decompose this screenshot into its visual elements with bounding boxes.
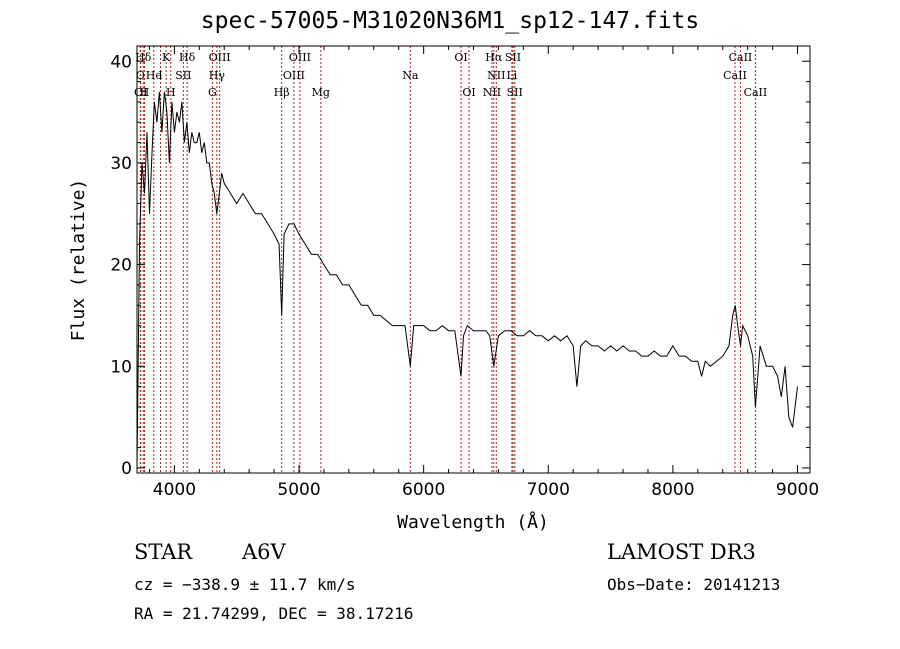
line-label-6: Hα: [485, 51, 503, 64]
x-tick-label-5: 9000: [776, 480, 819, 500]
line-label-3: OIII: [209, 51, 231, 64]
redshift-velocity: cz = −338.9 ± 11.7 km/s: [134, 575, 356, 594]
line-label-22: G: [208, 86, 217, 99]
line-label-5: OI: [454, 51, 467, 64]
survey-name: LAMOST DR3: [607, 540, 756, 564]
x-axis: 4000 5000 6000 7000 8000 9000: [148, 46, 819, 500]
x-axis-label: Wavelength (Å): [397, 511, 549, 533]
y-tick-label-1: 10: [110, 357, 132, 377]
line-label-27: SII: [507, 86, 523, 99]
y-axis-label: Flux (relative): [68, 179, 89, 342]
line-label-11: I: [158, 69, 162, 82]
line-label-2: Hδ: [179, 51, 196, 64]
emission-line-markers: [139, 46, 756, 473]
line-label-13: Hγ: [209, 69, 226, 82]
plot-frame: [136, 45, 811, 474]
y-tick-label-3: 30: [110, 154, 132, 174]
line-label-14: OIII: [283, 69, 305, 82]
y-axis: 0 10 20 30 40: [110, 52, 810, 479]
x-tick-label-1: 5000: [277, 480, 320, 500]
x-tick-label-2: 6000: [402, 480, 445, 500]
y-tick-label-0: 0: [121, 459, 132, 479]
x-tick-label-0: 4000: [153, 480, 196, 500]
y-tick-label-4: 40: [110, 52, 132, 72]
coordinates: RA = 21.74299, DEC = 38.17216: [134, 604, 414, 623]
x-tick-label-3: 7000: [527, 480, 570, 500]
line-label-20: H: [140, 86, 150, 99]
object-type: STAR: [134, 540, 193, 564]
line-label-0: Hδ: [135, 51, 152, 64]
line-label-1: K: [162, 51, 171, 64]
line-label-18: CaII: [723, 69, 747, 82]
spectrum-flux-line: [136, 91, 798, 468]
line-label-9: O: [136, 69, 145, 82]
line-label-25: OI: [462, 86, 475, 99]
line-label-8: CaII: [729, 51, 753, 64]
line-label-4: OIII: [289, 51, 311, 64]
chart-title: spec-57005-M31020N36M1_sp12-147.fits: [200, 8, 700, 34]
line-label-7: SII: [505, 51, 521, 64]
line-label-15: Na: [402, 69, 419, 82]
line-label-21: H: [166, 86, 176, 99]
line-label-24: Mg: [312, 86, 330, 99]
line-label-23: Hβ: [274, 86, 290, 99]
line-label-10: He: [146, 69, 162, 82]
y-tick-label-2: 20: [110, 256, 132, 276]
line-label-12: SII: [175, 69, 191, 82]
line-label-26: NII: [483, 86, 501, 99]
observation-date: Obs−Date: 20141213: [607, 575, 781, 594]
x-tick-label-4: 8000: [651, 480, 694, 500]
spectral-subclass: A6V: [242, 540, 286, 564]
line-label-17: Li: [506, 69, 517, 82]
line-label-16: NII: [487, 69, 505, 82]
line-label-28: CaII: [744, 86, 768, 99]
